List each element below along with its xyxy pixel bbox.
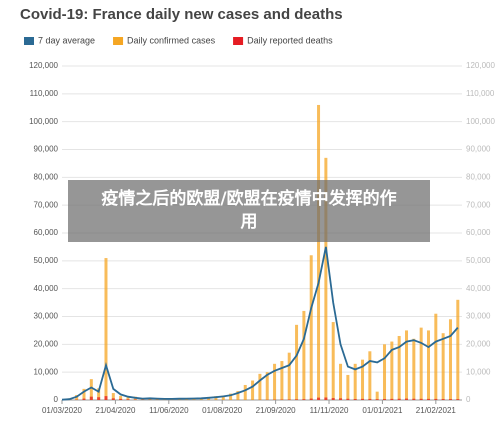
x-tick-label: 11/06/2020 [149,406,189,415]
bar [368,351,371,400]
y2-tick-label: 0 [466,395,471,404]
legend-swatch [233,37,243,45]
bar [251,381,254,400]
bar [346,399,349,400]
bar [427,399,430,400]
bar [244,385,247,400]
y-tick-label: 20,000 [34,339,59,348]
bar [376,399,379,400]
bar [104,258,107,400]
bar [346,375,349,400]
bar [302,311,305,400]
y2-tick-label: 50,000 [466,256,491,265]
bar [317,105,320,400]
bar [376,392,379,400]
bar [420,399,423,400]
bar [97,397,100,400]
bar [332,322,335,400]
legend-swatch [24,37,34,45]
bar [434,399,437,400]
y2-tick-label: 30,000 [466,312,491,321]
bar [449,399,452,400]
bar [258,374,261,400]
y-tick-label: 30,000 [34,312,59,321]
y-tick-label: 100,000 [29,117,58,126]
bar [361,399,364,400]
bar [383,344,386,400]
bar [317,398,320,400]
y2-tick-label: 90,000 [466,145,491,154]
y2-tick-label: 110,000 [466,89,495,98]
x-tick-label: 21/02/2021 [416,406,457,415]
bar [456,300,459,400]
y-tick-label: 80,000 [34,172,59,181]
x-tick-label: 11/11/2020 [310,406,349,415]
bar [332,398,335,400]
y2-tick-label: 120,000 [466,61,495,70]
y2-tick-label: 100,000 [466,117,495,126]
y-tick-label: 10,000 [34,367,59,376]
bar [288,353,291,400]
bar [273,364,276,400]
y2-tick-label: 60,000 [466,228,491,237]
bar [126,399,129,400]
x-tick-label: 21/09/2020 [256,406,297,415]
legend-label: 7 day average [38,35,95,45]
bar [302,399,305,400]
overlay-banner: 疫情之后的欧盟/欧盟在疫情中发挥的作用 [68,180,430,242]
x-tick-label: 21/04/2020 [95,406,136,415]
bar [390,399,393,400]
legend-label: Daily confirmed cases [127,35,216,45]
bar [112,398,115,400]
bar [339,398,342,400]
bar [295,399,298,400]
bar [310,399,313,400]
bar [295,325,298,400]
y-tick-label: 60,000 [34,228,59,237]
bar [442,399,445,400]
bar [383,399,386,400]
y-tick-label: 0 [54,395,59,404]
bar [434,314,437,400]
y-tick-label: 40,000 [34,284,59,293]
y-tick-label: 70,000 [34,200,59,209]
bar [310,255,313,400]
x-tick-label: 01/08/2020 [202,406,243,415]
bar [405,399,408,400]
y-tick-label: 120,000 [29,61,58,70]
bar [449,319,452,400]
bar [104,396,107,400]
bar [119,399,122,400]
y2-tick-label: 70,000 [466,200,491,209]
bar [412,399,415,400]
y-tick-label: 90,000 [34,145,59,154]
y2-tick-label: 40,000 [466,284,491,293]
bar [427,330,430,400]
legend-label: Daily reported deaths [247,35,333,45]
bar [456,399,459,400]
bar [354,399,357,400]
bar [90,397,93,400]
bar [398,399,401,400]
y-tick-label: 110,000 [30,89,59,98]
x-tick-label: 01/03/2020 [42,406,83,415]
bar [339,364,342,400]
bar [442,333,445,400]
y2-tick-label: 20,000 [466,339,491,348]
bar [324,397,327,400]
bar [288,399,291,400]
x-tick-label: 01/01/2021 [362,406,403,415]
bar [420,328,423,400]
bar [82,399,85,400]
y2-tick-label: 80,000 [466,172,491,181]
chart-title: Covid-19: France daily new cases and dea… [20,6,343,23]
y2-tick-label: 10,000 [466,367,491,376]
y-tick-label: 50,000 [34,256,59,265]
legend-swatch [113,37,123,45]
overlay-text: 疫情之后的欧盟/欧盟在疫情中发挥的作用 [94,188,404,234]
bar [412,339,415,400]
bar [368,399,371,400]
